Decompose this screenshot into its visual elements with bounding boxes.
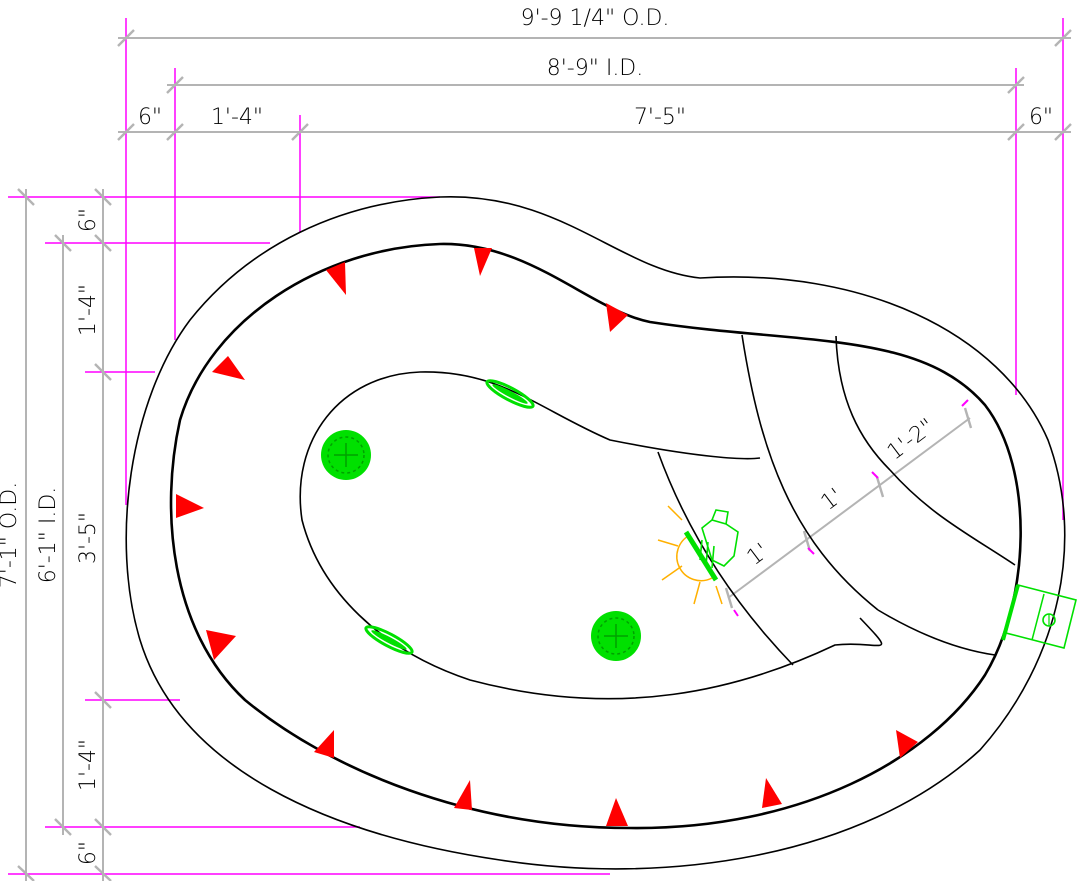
jet-icon	[896, 730, 918, 758]
step-arc-5	[877, 609, 996, 656]
jet-icon	[762, 778, 782, 808]
left-bottom-step-label: 1'-4"	[76, 739, 101, 791]
left-overall-id-label: 6'-1" I.D.	[36, 487, 61, 584]
left-wall-top-label: 6"	[76, 208, 101, 232]
jet-icon	[474, 248, 492, 276]
outer-wall-outline	[125, 196, 1066, 870]
left-overall-od-label: 7'-1" O.D.	[0, 482, 22, 588]
fixtures	[321, 379, 1077, 661]
jet-icon	[606, 303, 628, 332]
jet-icon	[606, 798, 628, 826]
left-middle-label: 3'-5"	[76, 512, 101, 564]
bench-jet-icon	[485, 379, 535, 409]
jet-icon	[176, 494, 204, 518]
step-arc-1	[657, 451, 794, 666]
pool-light-icon	[657, 505, 739, 605]
top-overall-id-label: 8'-9" I.D.	[547, 56, 644, 81]
jet-icon	[314, 730, 334, 758]
left-wall-bottom-label: 6"	[76, 841, 101, 865]
return-jets	[176, 248, 918, 826]
top-overall-od-label: 9'-9 1/4" O.D.	[521, 6, 670, 31]
bench-jet-icon	[364, 625, 414, 655]
jet-icon	[454, 780, 472, 810]
bench-outline	[299, 371, 883, 700]
step-markers	[733, 399, 969, 617]
top-wall-left-label: 6"	[138, 105, 162, 130]
drain-icon	[591, 611, 641, 661]
drain-icon	[321, 430, 371, 480]
jet-icon	[326, 262, 346, 295]
step-arc-4	[889, 469, 1016, 566]
top-wall-right-label: 6"	[1029, 105, 1053, 130]
jet-icon	[206, 630, 236, 660]
inner-wall-outline	[169, 242, 1022, 830]
step-arc-3	[835, 335, 891, 471]
jet-icon	[212, 356, 245, 380]
step-arc-2	[741, 334, 879, 611]
left-top-step-label: 1'-4"	[76, 284, 101, 336]
skimmer-icon	[1001, 584, 1077, 649]
dimension-labels: 9'-9 1/4" O.D. 8'-9" I.D. 6" 1'-4" 7'-5"…	[0, 6, 1053, 865]
pool-outlines	[125, 196, 1066, 870]
step-2-label: 1'	[817, 484, 848, 516]
step-3-label: 1'-2"	[883, 414, 940, 465]
dimension-lines	[17, 29, 1072, 881]
extension-lines	[8, 18, 1064, 875]
top-step-width-label: 1'-4"	[211, 105, 263, 130]
top-main-span-label: 7'-5"	[634, 105, 686, 130]
step-1-label: 1'	[743, 539, 774, 571]
